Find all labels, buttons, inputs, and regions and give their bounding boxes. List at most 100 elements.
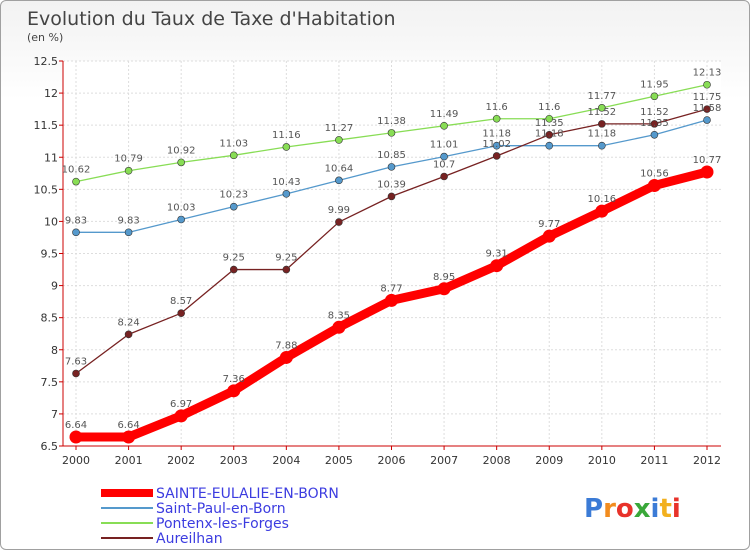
chart-subtitle: (en %) [27,31,63,44]
data-point [647,178,661,192]
data-label: 10.62 [62,165,91,176]
data-label: 10.92 [167,145,196,156]
data-label: 11.38 [377,116,406,127]
data-label: 10.16 [588,194,617,205]
chart-title: Evolution du Taux de Taxe d'Habitation [27,8,396,30]
logo-letter: o [616,494,634,524]
data-point [229,265,238,274]
data-point [440,152,448,161]
data-label: 11.49 [430,109,459,120]
legend: SAINTE-EULALIE-EN-BORNSaint-Paul-en-Born… [101,486,339,547]
data-point [492,152,501,160]
logo-letter: i [651,494,660,524]
data-label: 11.75 [693,92,722,103]
data-point [177,309,185,317]
x-tick-label: 2012 [693,454,721,467]
data-point [174,409,188,423]
logo-letter: x [634,494,651,524]
data-point [229,151,238,160]
legend-label: Saint-Paul-en-Born [156,501,286,517]
data-label: 9.99 [328,205,350,216]
data-labels: 6.64 6.64 6.97 7.36 7.88 8.35 8.77 8.95 9.31 9.77… [62,68,722,431]
logo-letter: t [659,494,671,524]
data-label: 10.56 [640,168,669,179]
data-point [124,330,133,339]
y-tick-label: 6.5 [41,440,59,453]
data-point [385,293,398,307]
data-point [72,228,80,237]
data-label: 9.83 [65,215,87,226]
data-point [282,143,291,151]
data-label: 11.52 [588,107,617,118]
data-label: 11.52 [640,107,669,118]
data-point [595,204,609,218]
x-tick-label: 2004 [272,454,300,467]
proxiti-logo: Proxiti [584,494,681,524]
data-point [440,172,448,181]
data-label: 10.39 [377,179,406,190]
data-label: 9.25 [275,253,297,264]
data-label: 11.02 [482,139,511,150]
data-point [229,202,238,211]
data-label: 7.88 [275,340,297,351]
x-tick-label: 2002 [167,454,195,467]
x-tick-label: 2001 [115,454,143,467]
legend-label: Pontenx-les-Forges [156,516,289,532]
y-tick-label: 9 [51,280,58,293]
y-tick-label: 12 [44,87,58,100]
y-tick-label: 11.5 [34,119,59,132]
logo-letter: P [584,494,603,524]
legend-label: SAINTE-EULALIE-EN-BORN [156,486,339,502]
data-label: 6.64 [65,420,87,431]
data-label: 12.13 [693,68,722,79]
data-label: 8.57 [170,296,192,307]
data-label: 9.31 [486,249,508,260]
data-label: 11.6 [486,102,508,113]
data-point [437,282,451,296]
data-point [598,141,606,150]
data-label: 11.35 [535,118,564,129]
y-tick-label: 12.5 [34,55,59,68]
data-label: 10.43 [272,177,301,188]
y-tick-label: 11 [44,151,58,164]
data-label: 10.7 [433,160,455,171]
x-tick-label: 2005 [325,454,353,467]
data-point [124,228,133,237]
data-label: 10.03 [167,202,196,213]
data-label: 10.23 [219,190,248,201]
data-point [700,165,714,179]
data-label: 10.64 [325,163,354,174]
data-label: 10.85 [377,150,406,161]
data-point [598,120,606,128]
y-tick-label: 10 [44,215,58,228]
y-tick-label: 10.5 [34,183,59,196]
data-point [387,192,396,201]
data-point [177,158,185,167]
legend-label: Aureilhan [156,531,223,547]
data-point [72,369,80,378]
data-point [387,129,396,137]
data-point [387,163,396,171]
data-label: 11.18 [588,129,617,140]
data-label: 11.18 [535,129,564,140]
data-point [703,80,711,89]
data-point [545,130,554,139]
data-label: 6.97 [170,399,192,410]
data-label: 11.18 [482,129,511,140]
data-point [122,430,136,444]
y-tick-label: 7.5 [41,376,59,389]
x-tick-label: 2003 [220,454,248,467]
x-tick-label: 2011 [640,454,668,467]
data-point [282,265,291,274]
y-tick-label: 9.5 [41,248,59,261]
data-point [335,136,343,144]
data-point [335,176,343,185]
data-point [598,104,606,112]
data-label: 11.58 [693,103,722,114]
data-label: 8.95 [433,272,455,283]
data-label: 9.25 [223,253,245,264]
data-point [440,122,448,130]
data-label: 11.16 [272,130,301,141]
